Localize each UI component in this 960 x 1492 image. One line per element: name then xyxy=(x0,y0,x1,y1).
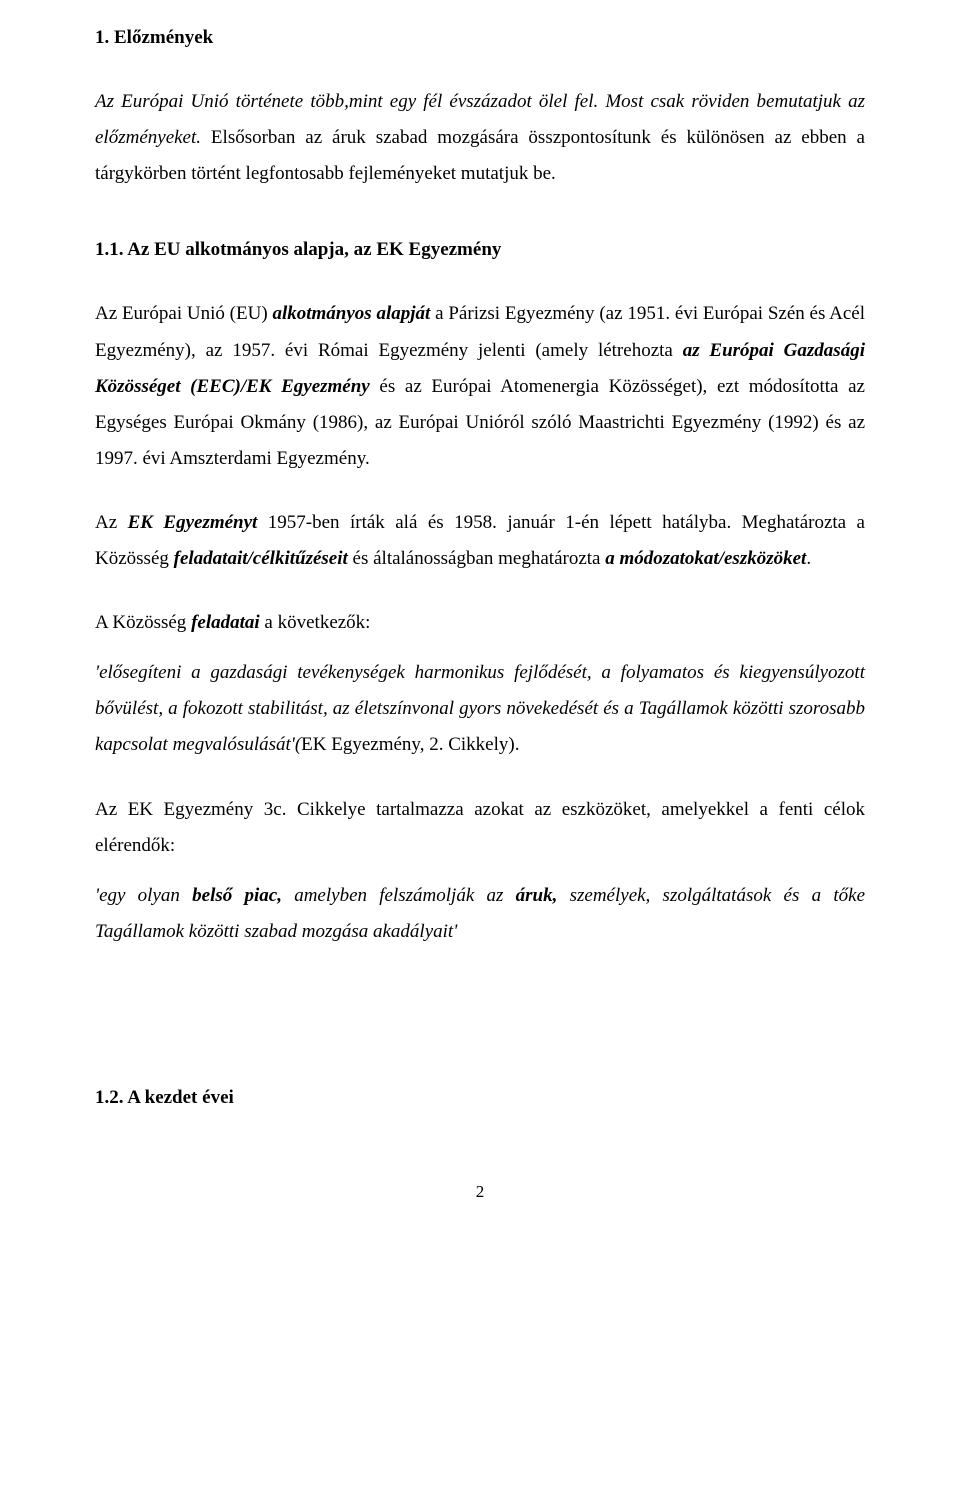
body-text: Elsősorban az áruk szabad mozgására össz… xyxy=(95,127,865,184)
bolditalic-text: belső piac, xyxy=(192,885,282,906)
page-number: 2 xyxy=(95,1176,865,1208)
body-text: a következők: xyxy=(260,612,371,633)
paragraph: Az EK Egyezmény 3c. Cikkelye tartalmazza… xyxy=(95,792,865,864)
body-text: A Közösség xyxy=(95,612,191,633)
bolditalic-text: feladatai xyxy=(191,612,260,633)
italic-text: 'egy olyan xyxy=(95,885,192,906)
body-text: . xyxy=(806,548,811,569)
section-heading-12: 1.2. A kezdet évei xyxy=(95,1080,865,1116)
bolditalic-text: EK Egyezményt xyxy=(128,512,258,533)
paragraph: Az Európai Unió (EU) alkotmányos alapját… xyxy=(95,296,865,476)
paragraph-quote: 'elősegíteni a gazdasági tevékenységek h… xyxy=(95,655,865,763)
paragraph: Az Európai Unió története több,mint egy … xyxy=(95,84,865,192)
body-text: Az EK Egyezmény 3c. Cikkelye tartalmazza… xyxy=(95,799,865,856)
paragraph-quote: 'egy olyan belső piac, amelyben felszámo… xyxy=(95,878,865,950)
paragraph: A Közösség feladatai a következők: xyxy=(95,605,865,641)
bolditalic-text: feladatait/célkitűzéseit xyxy=(174,548,348,569)
body-text: és általánosságban meghatározta xyxy=(348,548,605,569)
body-text: Az xyxy=(95,512,128,533)
paragraph: Az EK Egyezményt 1957-ben írták alá és 1… xyxy=(95,505,865,577)
italic-text: amelyben felszámolják az xyxy=(282,885,516,906)
section-heading-1: 1. Előzmények xyxy=(95,20,865,56)
body-text: Az Európai Unió (EU) xyxy=(95,303,272,324)
bolditalic-text: a módozatokat/eszközöket xyxy=(605,548,806,569)
body-text: EK Egyezmény, 2. Cikkely). xyxy=(301,734,519,755)
bolditalic-text: áruk, xyxy=(516,885,558,906)
bolditalic-text: alkotmányos alapját xyxy=(272,303,430,324)
section-heading-11: 1.1. Az EU alkotmányos alapja, az EK Egy… xyxy=(95,232,865,268)
